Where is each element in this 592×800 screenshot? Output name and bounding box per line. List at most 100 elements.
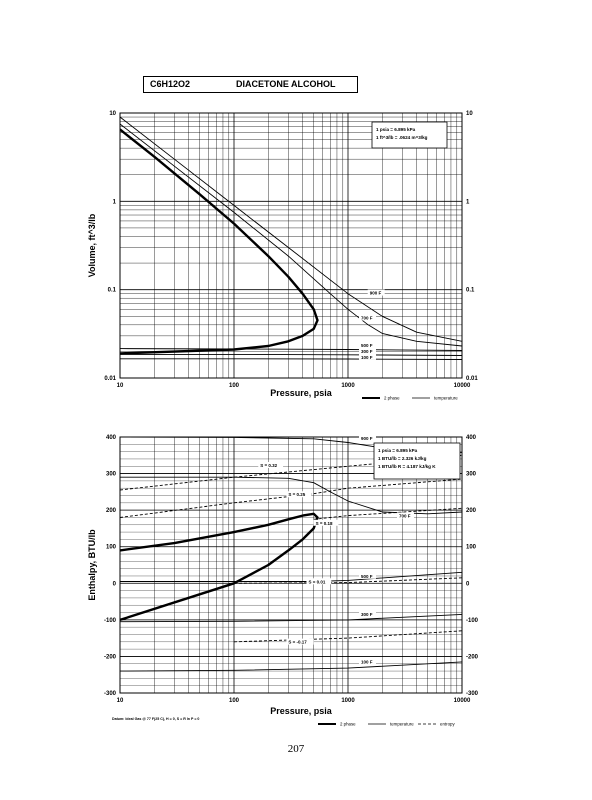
y-tick-label-right: 300 xyxy=(466,472,477,478)
series-line xyxy=(313,507,462,520)
series-line xyxy=(120,353,462,356)
y-tick-label: -200 xyxy=(104,654,117,660)
series-annotation: S = 0.18 xyxy=(316,521,333,526)
annotation-bg xyxy=(358,658,376,665)
series-line xyxy=(233,577,462,584)
y-tick-label: 0.01 xyxy=(104,376,116,382)
y-tick-label: -100 xyxy=(104,618,117,624)
y-tick-label-right: -200 xyxy=(466,654,479,660)
y-tick-label-right: 0.01 xyxy=(466,376,478,382)
x-tick-label: 1000 xyxy=(341,383,355,389)
y-tick-label: 400 xyxy=(106,435,117,441)
page-number: 207 xyxy=(287,743,305,755)
series-line xyxy=(120,128,319,355)
annotation-bg xyxy=(286,491,312,498)
legend-label: temperature xyxy=(434,396,458,401)
x-axis-label: Pressure, psia xyxy=(270,388,333,398)
series-line xyxy=(120,348,462,351)
series-annotation: S = 0.32 xyxy=(260,463,277,468)
y-tick-label: -300 xyxy=(104,691,117,697)
legend-label: 2 phase xyxy=(340,722,356,727)
x-tick-label: 10000 xyxy=(454,383,471,389)
series-line xyxy=(120,123,462,347)
series-annotation: 100 F xyxy=(361,355,373,360)
legend-label: temperature xyxy=(390,722,414,727)
y-axis-label: Volume, ft^3/lb xyxy=(87,213,97,277)
series-annotation: 700 F xyxy=(399,513,411,518)
y-tick-label: 200 xyxy=(106,508,117,514)
y-tick-label-right: -300 xyxy=(466,691,479,697)
annotation-bg xyxy=(358,314,376,321)
y-tick-label-right: 1 xyxy=(466,199,470,205)
series-line xyxy=(120,661,462,672)
annotation-bg xyxy=(358,434,376,441)
y-tick-label: 10 xyxy=(109,111,116,117)
series-line xyxy=(120,478,462,518)
conversion-note-line: 1 ft^3/lb = .0624 m^3/kg xyxy=(376,135,428,140)
legend-label: entropy xyxy=(440,722,455,727)
y-tick-label-right: 0 xyxy=(466,581,470,587)
series-line xyxy=(120,116,462,342)
series-annotation: 900 F xyxy=(361,436,373,441)
annotation-bg xyxy=(258,461,284,468)
y-tick-label-right: 400 xyxy=(466,435,477,441)
y-tick-label-right: 0.1 xyxy=(466,288,475,294)
annotation-bg xyxy=(396,512,414,519)
annotation-bg xyxy=(358,611,376,618)
plot-frame xyxy=(119,436,463,694)
plot-frame xyxy=(119,112,463,379)
series-line xyxy=(120,358,462,360)
x-axis-label: Pressure, psia xyxy=(270,706,333,716)
compound-formula: C6H12O2 xyxy=(150,79,191,89)
annotation-bg xyxy=(367,289,385,296)
annotation-bg xyxy=(286,638,314,645)
x-tick-label: 10000 xyxy=(454,698,471,704)
series-annotation: 300 F xyxy=(361,349,373,354)
conversion-note-line: 1 BTU/lb R = 4.187 kJ/kg K xyxy=(378,464,436,469)
series-annotation: S = -0.17 xyxy=(288,640,307,645)
y-tick-label: 0.1 xyxy=(108,288,117,294)
series-annotation: 500 F xyxy=(361,343,373,348)
annotation-bg xyxy=(358,347,376,354)
annotation-bg xyxy=(306,578,332,585)
chart-title-box: C6H12O2 DIACETONE ALCOHOL xyxy=(143,76,358,93)
y-tick-label: 100 xyxy=(106,545,117,551)
series-annotation: 500 F xyxy=(361,574,373,579)
series-line xyxy=(120,613,462,623)
y-tick-label-right: 200 xyxy=(466,508,477,514)
compound-name: DIACETONE ALCOHOL xyxy=(236,79,336,89)
series-annotation: 900 F xyxy=(370,291,382,296)
y-tick-label: 1 xyxy=(113,199,117,205)
conversion-note-line: 1 psia = 6.895 kPa xyxy=(378,448,418,453)
series-annotation: 100 F xyxy=(361,660,373,665)
series-annotation: S = 0.25 xyxy=(288,492,305,497)
x-tick-label: 10 xyxy=(117,383,124,389)
x-tick-label: 1000 xyxy=(341,698,355,704)
series-line xyxy=(233,630,462,643)
y-tick-label: 0 xyxy=(113,581,117,587)
legend-label: 2 phase xyxy=(384,396,400,401)
datum-footnote: Datum: Ideal Gas @ 77 F(25 C), H = 0, S … xyxy=(112,717,200,721)
annotation-bg xyxy=(313,519,339,526)
annotation-bg xyxy=(358,572,376,579)
y-tick-label-right: 100 xyxy=(466,545,477,551)
annotation-bg xyxy=(358,353,376,360)
y-tick-label-right: -100 xyxy=(466,618,479,624)
series-annotation: 300 F xyxy=(361,612,373,617)
x-tick-label: 100 xyxy=(229,698,240,704)
conversion-note-box xyxy=(371,121,448,149)
chart-2 xyxy=(119,434,463,725)
x-tick-label: 100 xyxy=(229,383,240,389)
y-axis-label: Enthalpy, BTU/lb xyxy=(87,529,97,601)
series-annotation: 700 F xyxy=(361,315,373,320)
y-tick-label-right: 10 xyxy=(466,111,473,117)
x-tick-label: 10 xyxy=(117,698,124,704)
conversion-note-box xyxy=(373,442,461,480)
conversion-note-line: 1 BTU/lb = 2.326 kJ/kg xyxy=(378,456,427,461)
series-line xyxy=(120,512,319,622)
chart-1 xyxy=(119,112,463,399)
annotation-bg xyxy=(358,341,376,348)
series-annotation: S = 0.01 xyxy=(308,579,325,584)
conversion-note-line: 1 psia = 6.895 kPa xyxy=(376,127,416,132)
